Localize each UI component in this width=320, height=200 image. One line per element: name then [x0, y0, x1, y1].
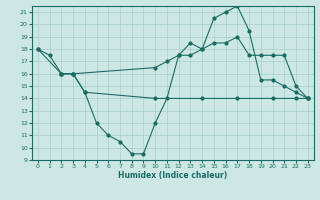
X-axis label: Humidex (Indice chaleur): Humidex (Indice chaleur): [118, 171, 228, 180]
